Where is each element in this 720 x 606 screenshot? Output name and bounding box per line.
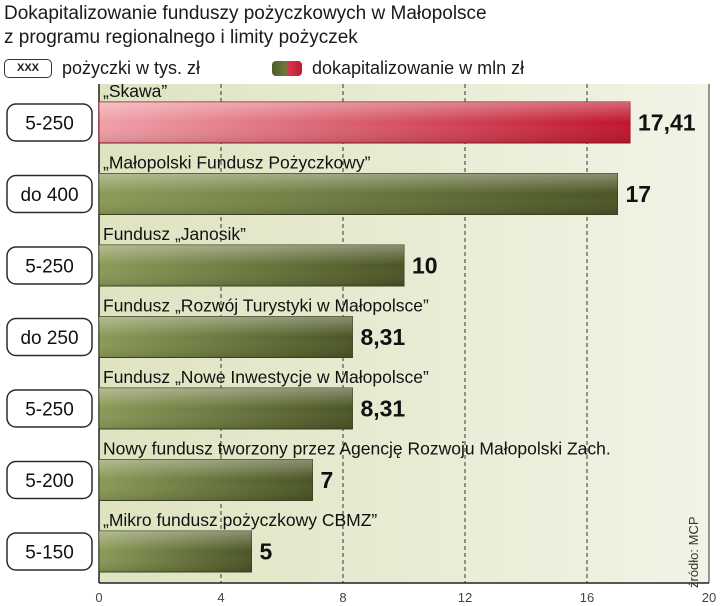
x-tick-label: 8: [339, 590, 346, 605]
x-tick-label: 4: [217, 590, 224, 605]
legend-loans-label: pożyczki w tys. zł: [62, 58, 201, 78]
category-label: Fundusz „Janosik”: [103, 224, 246, 244]
bar-shading: [99, 316, 353, 358]
value-label: 8,31: [360, 396, 405, 422]
loan-limit-badge: [6, 389, 93, 428]
loan-limit-badge: [6, 460, 93, 500]
legend-loan-box: XXX: [4, 59, 52, 78]
bar-shading: [99, 102, 631, 143]
x-tick-label: 16: [580, 590, 594, 605]
x-tick-label: 0: [95, 590, 102, 605]
value-label: 17,41: [638, 110, 696, 136]
legend-capital-swatch: [272, 61, 302, 76]
bar-shading: [99, 459, 313, 501]
value-label: 17: [626, 181, 652, 207]
value-label: 8,31: [360, 324, 405, 350]
loan-limit-label: do 400: [20, 185, 78, 206]
category-label: „Skawa”: [103, 81, 167, 101]
category-label: „Małopolski Fundusz Pożyczkowy”: [103, 153, 371, 173]
category-label: „Mikro fundusz pożyczkowy CBMZ”: [103, 510, 377, 530]
x-tick-label: 20: [702, 590, 716, 605]
legend-capital-label: dokapitalizowanie w mln zł: [312, 58, 525, 78]
chart-title-line1: Dokapitalizowanie funduszy pożyczkowych …: [4, 3, 487, 24]
value-label: 7: [321, 467, 334, 493]
bar-shading: [99, 245, 404, 286]
value-label: 5: [260, 539, 273, 565]
loan-limit-label: 5-150: [25, 543, 74, 564]
chart-title-line2: z programu regionalnego i limity pożycze…: [4, 27, 358, 48]
bar-shading: [99, 388, 353, 429]
bar-shading: [99, 173, 618, 215]
loan-limit-badge: [6, 532, 93, 571]
category-label: Fundusz „Rozwój Turystyki w Małopolsce”: [103, 296, 429, 316]
category-label: Nowy fundusz tworzony przez Agencję Rozw…: [103, 439, 611, 459]
loan-limit-label: do 250: [20, 328, 78, 349]
source-note: źródło: MCP: [686, 516, 701, 588]
loan-limit-badge: [6, 246, 93, 285]
loan-limit-badge: [6, 103, 93, 142]
loan-limit-label: 5-250: [25, 114, 74, 135]
loan-limit-badge: [6, 174, 93, 214]
x-tick-label: 12: [458, 590, 472, 605]
bar-shading: [99, 531, 252, 572]
value-label: 10: [412, 253, 438, 279]
loan-limit-badge: [6, 317, 93, 357]
loan-limit-label: 5-200: [25, 471, 74, 492]
loan-limit-label: 5-250: [25, 257, 74, 278]
loan-limit-label: 5-250: [25, 400, 74, 421]
category-label: Fundusz „Nowe Inwestycje w Małopolsce”: [103, 367, 429, 387]
legend: XXX pożyczki w tys. zł dokapitalizowanie…: [4, 58, 644, 80]
